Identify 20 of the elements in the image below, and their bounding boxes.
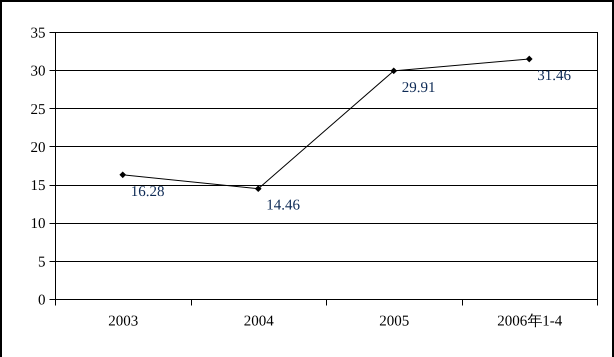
y-tick-label: 5 xyxy=(38,254,46,270)
point xyxy=(119,171,126,178)
x-tick-label: 2005 xyxy=(379,314,410,330)
y-tick-label: 20 xyxy=(30,140,46,156)
x-tick-label: 2003 xyxy=(108,314,138,330)
data-label: 29.91 xyxy=(402,80,436,96)
y-tick-label: 10 xyxy=(30,216,46,232)
data-label: 14.46 xyxy=(266,198,300,214)
point xyxy=(254,185,262,192)
y-tick-label: 0 xyxy=(38,292,46,308)
data-label: 31.46 xyxy=(537,68,572,84)
y-tick-label: 25 xyxy=(30,102,46,118)
x-tick-label: 2004 xyxy=(244,314,274,330)
x-tick-label: 2006年1-4 xyxy=(497,312,563,330)
y-tick-label: 15 xyxy=(30,178,46,194)
point xyxy=(390,67,398,74)
y-tick-label: 30 xyxy=(30,64,46,80)
point xyxy=(526,56,533,62)
data-label: 16.28 xyxy=(130,184,164,200)
y-tick-label: 35 xyxy=(30,26,46,42)
